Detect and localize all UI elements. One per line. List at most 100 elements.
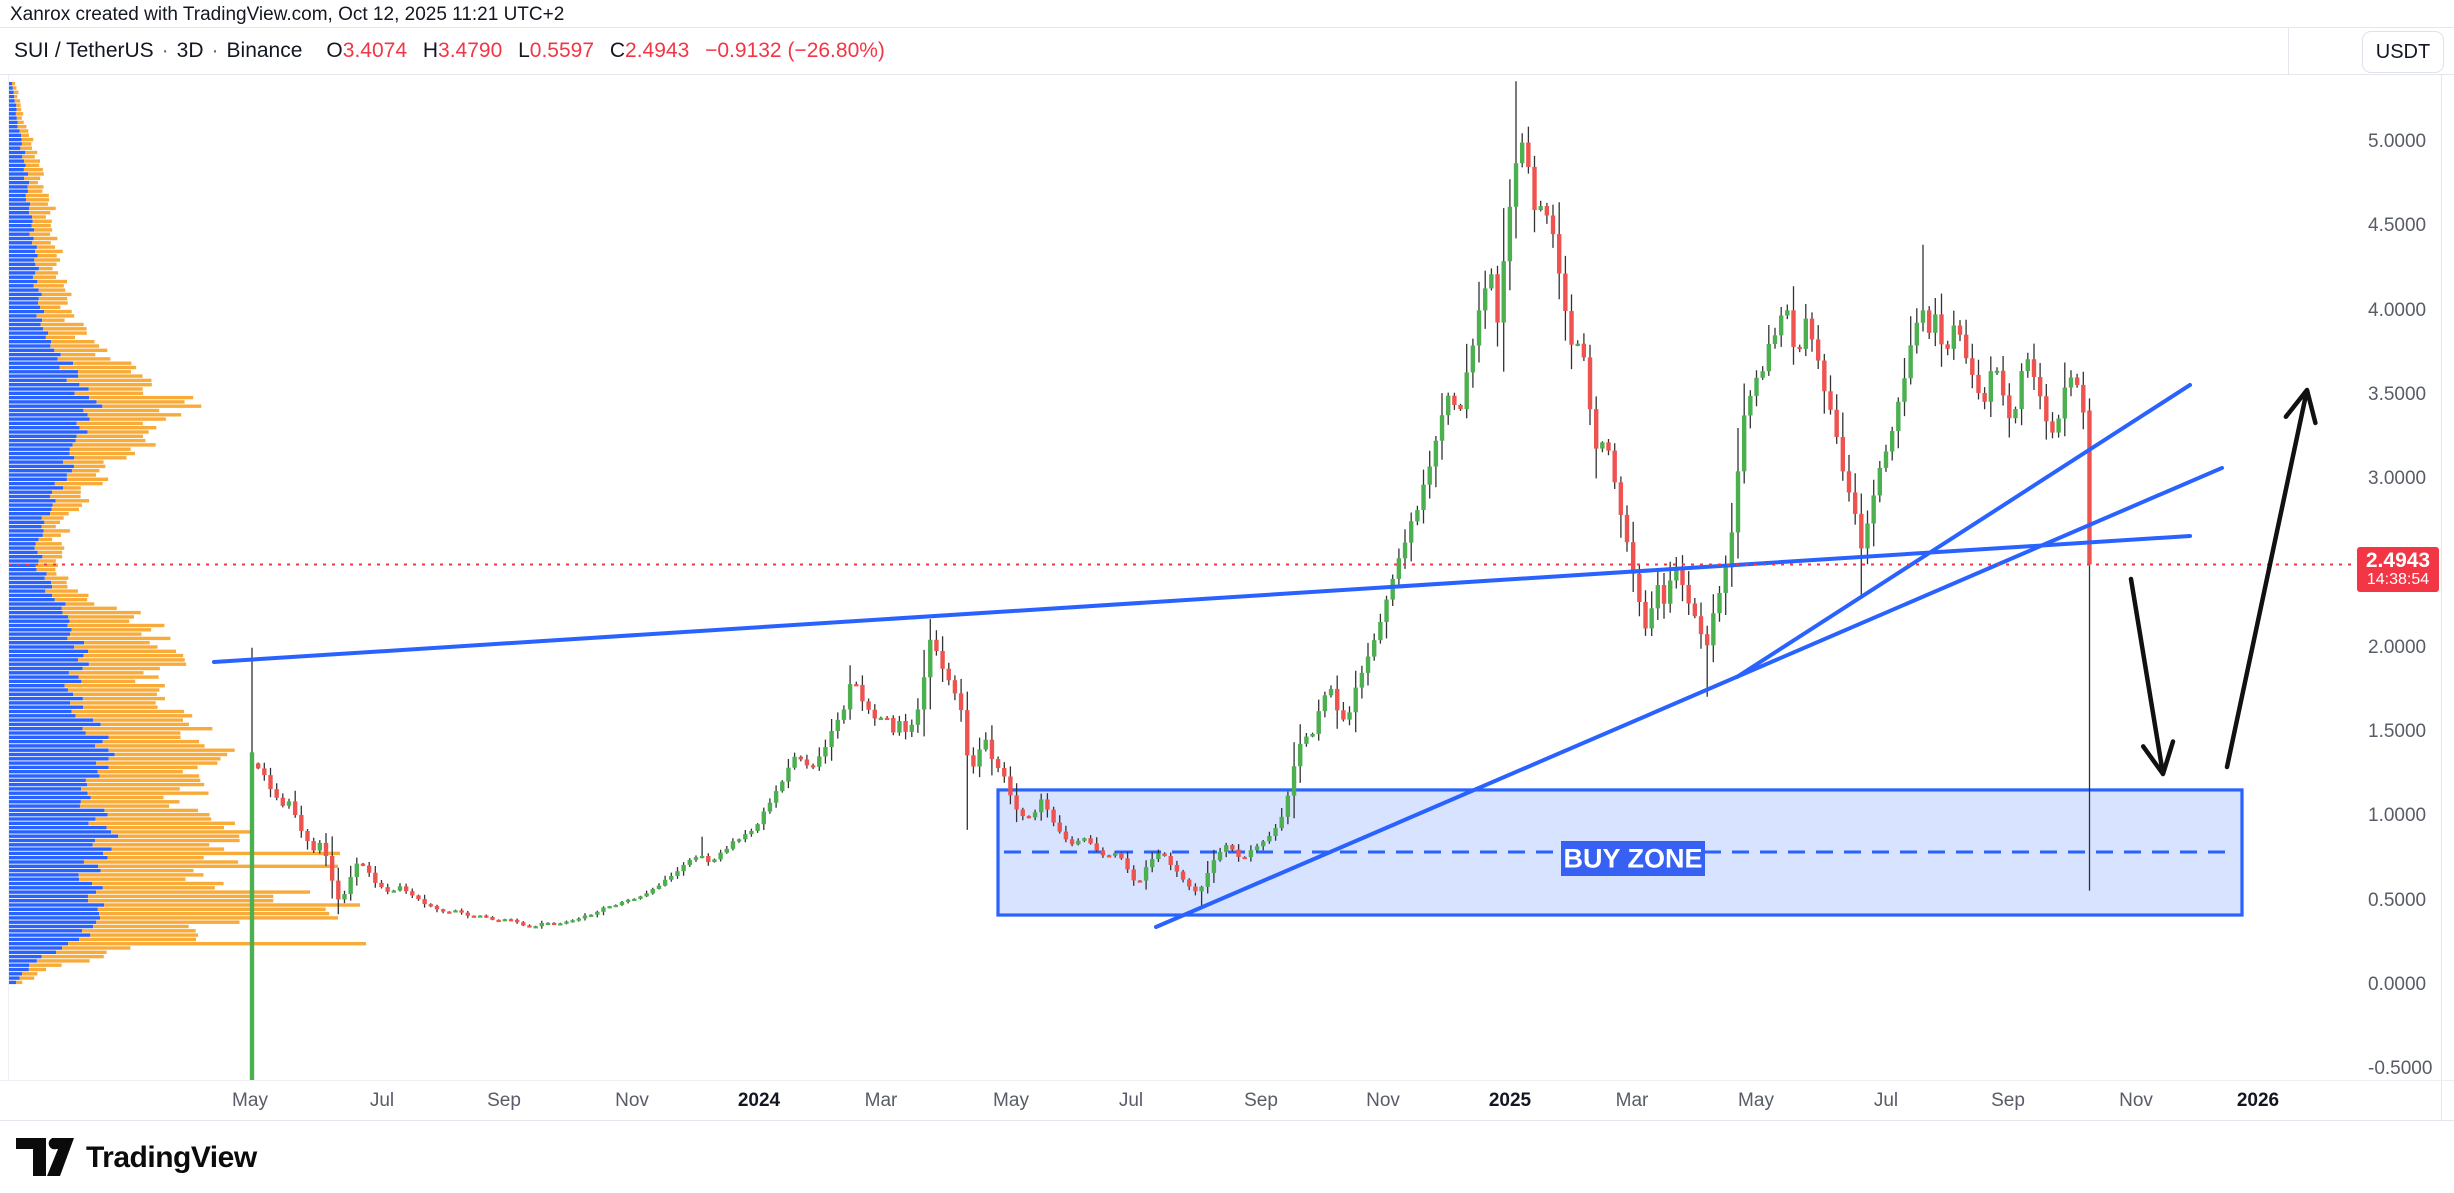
candle-body (1680, 566, 1685, 585)
low-value: 0.5597 (529, 39, 595, 62)
volume-profile-row-up (8, 327, 43, 331)
candle-body (1174, 864, 1180, 872)
time-tick-Nov: Nov (2119, 1090, 2153, 1111)
arrow-drop-to-buy-zone[interactable] (2128, 576, 2176, 777)
volume-profile-row-up (8, 778, 86, 782)
candle-body (1495, 274, 1500, 323)
volume-profile-row-up (8, 696, 83, 701)
interval-label[interactable]: 3D (176, 39, 204, 62)
candle-wicks (251, 81, 2091, 1080)
buy-zone-label-box[interactable] (1561, 841, 1705, 876)
volume-profile-row-up (8, 275, 33, 279)
candle-body (1575, 343, 1580, 346)
volume-profile-row-down (50, 580, 67, 585)
volume-profile-row-up (8, 602, 66, 606)
candle-body (2013, 409, 2018, 419)
candle-body (1988, 371, 1994, 402)
volume-profile-row-up (8, 477, 67, 481)
volume-profile-row-down (54, 598, 88, 602)
volume-profile-row-up (8, 662, 89, 666)
volume-profile-row-down (44, 520, 61, 524)
time-tick-May: May (232, 1090, 268, 1111)
volume-profile-row-down (29, 211, 51, 215)
volume-profile-row-down (50, 344, 100, 348)
bar-countdown-timer: 14:38:54 (2366, 571, 2430, 589)
volume-profile-row-down (106, 825, 224, 830)
trendline-long-resistance[interactable] (212, 534, 2192, 664)
volume-profile-row-up (8, 752, 115, 757)
volume-profile-row-down (41, 516, 64, 520)
candle-body (1396, 558, 1402, 579)
volume-profile-row-up (8, 82, 13, 86)
candle-body (1556, 234, 1562, 274)
volume-profile-row-down (52, 490, 81, 494)
open-value: 3.4074 (342, 39, 407, 62)
volume-profile-row-down (88, 387, 143, 391)
candle-body (1982, 392, 1987, 402)
candle-body (397, 886, 403, 891)
price-tick-3.5000: 3.5000 (2368, 383, 2427, 405)
candle-body (613, 905, 618, 908)
candle-body (1785, 310, 1790, 316)
arrow-bounce-up[interactable] (2224, 387, 2318, 770)
candle-body (983, 739, 988, 750)
volume-profile-row-down (95, 817, 212, 821)
volume-profile-row-down (59, 365, 137, 370)
candle-body (2037, 376, 2043, 397)
price-tick-2.0000: 2.0000 (2368, 636, 2427, 658)
candle-body (921, 677, 927, 710)
symbol-name[interactable]: SUI / TetherUS (14, 39, 154, 62)
volume-profile-row-down (62, 610, 141, 615)
candle-body (718, 852, 723, 860)
volume-profile-row-up (8, 933, 91, 937)
volume-profile-row-down (79, 383, 152, 387)
ohlc-readout: O3.4074 H3.4790 L0.5597 C2.4943 −0.9132 … (316, 39, 885, 63)
volume-profile-row-down (38, 301, 68, 305)
volume-profile-row-down (65, 602, 95, 606)
time-tick-Jul: Jul (369, 1090, 395, 1111)
volume-profile-row-up (8, 94, 15, 99)
volume-profile-row-down (98, 864, 338, 868)
trendline-steep-ascending[interactable] (1735, 382, 2192, 679)
volume-profile-row-down (22, 155, 35, 159)
candle-body (1846, 471, 1852, 493)
candle-body (1926, 310, 1932, 333)
candle-body (440, 909, 446, 912)
candle-body (1612, 450, 1617, 483)
volume-profile-row-down (79, 877, 186, 881)
volume-profile-row-down (87, 894, 274, 899)
candle-body (1100, 850, 1106, 856)
volume-profile-row-up (8, 86, 13, 90)
volume-profile-row-up (8, 628, 72, 632)
volume-profile-row-up (8, 679, 82, 684)
volume-profile-row-up (8, 598, 55, 602)
candle-body (1113, 852, 1118, 856)
volume-profile-row-up (8, 395, 90, 400)
trendline-ascending-support[interactable] (1154, 465, 2224, 930)
volume-profile-row-up (8, 671, 69, 675)
candle-body (841, 709, 847, 720)
candle-body (1341, 710, 1346, 720)
candle-body (1748, 395, 1753, 416)
candle-body (2000, 370, 2006, 396)
candle-body (1791, 310, 1796, 347)
volume-profile-row-down (31, 223, 51, 228)
volume-profile-row-down (79, 804, 170, 808)
currency-toggle-button[interactable]: USDT (2362, 31, 2444, 73)
volume-profile-row-up (8, 705, 84, 709)
volume-profile-row-up (8, 387, 89, 391)
volume-profile-row-up (8, 271, 36, 275)
volume-profile-row-down (50, 512, 69, 516)
volume-profile-row-up (8, 748, 109, 752)
volume-profile-row-down (83, 860, 239, 864)
candle-body (792, 756, 797, 768)
volume-profile-row-up (8, 451, 70, 456)
candle-body (551, 922, 557, 926)
candle-body (1452, 395, 1457, 405)
candle-body (1920, 310, 1926, 323)
tradingview-logo[interactable]: TradingView (16, 1138, 257, 1178)
candle-body (1279, 816, 1284, 829)
candle-body (847, 684, 853, 710)
candle-body (1039, 799, 1044, 813)
